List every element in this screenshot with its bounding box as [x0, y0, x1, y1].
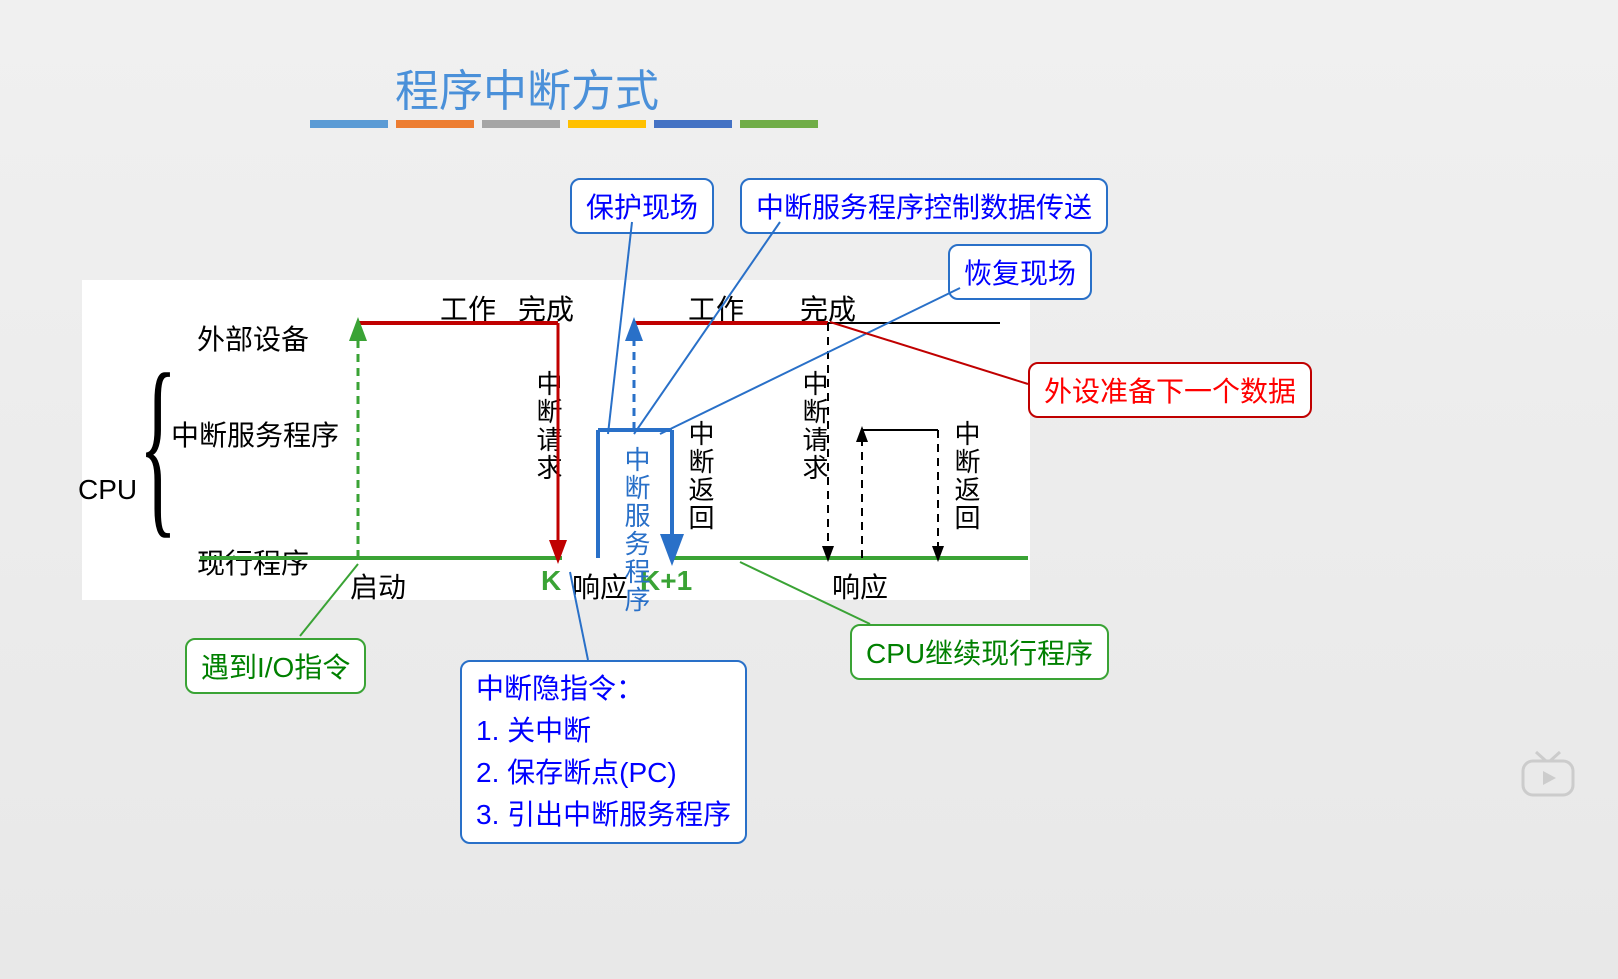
vlabel-int-ret-1: 中断返回: [682, 420, 719, 532]
label-response-2: 响应: [832, 566, 888, 606]
strip-seg-1: [396, 120, 474, 128]
callout-protect-scene: 保护现场: [570, 178, 714, 234]
label-current-program: 现行程序: [197, 542, 309, 582]
callout-isr-data-transfer: 中断服务程序控制数据传送: [740, 178, 1108, 234]
label-done-2: 完成: [800, 288, 856, 328]
vlabel-int-req-2: 中断请求: [796, 370, 833, 482]
label-cpu: CPU: [78, 474, 137, 506]
strip-seg-2: [482, 120, 560, 128]
title-underline-strip: [310, 120, 818, 128]
label-start: 启动: [350, 566, 406, 606]
label-work-2: 工作: [688, 288, 744, 328]
vlabel-int-ret-2: 中断返回: [948, 420, 985, 532]
watermark-tv-icon: [1518, 749, 1578, 799]
label-external-device: 外部设备: [197, 318, 309, 358]
vlabel-int-req-1: 中断请求: [530, 370, 567, 482]
label-k: K: [541, 565, 561, 597]
callout-cpu-continue: CPU继续现行程序: [850, 624, 1109, 680]
strip-seg-5: [740, 120, 818, 128]
callout-prepare-next-data: 外设准备下一个数据: [1028, 362, 1312, 418]
strip-seg-0: [310, 120, 388, 128]
label-work-1: 工作: [440, 288, 496, 328]
label-done-1: 完成: [518, 288, 574, 328]
strip-seg-3: [568, 120, 646, 128]
vlabel-isr-box: 中断服务程序: [618, 446, 655, 614]
strip-seg-4: [654, 120, 732, 128]
callout-io-instruction: 遇到I/O指令: [185, 638, 366, 694]
callout-hidden-instruction: 中断隐指令： 1. 关中断 2. 保存断点(PC) 3. 引出中断服务程序: [460, 660, 747, 844]
label-isr: 中断服务程序: [171, 414, 339, 454]
page-title: 程序中断方式: [395, 55, 659, 119]
callout-restore-scene: 恢复现场: [948, 244, 1092, 300]
